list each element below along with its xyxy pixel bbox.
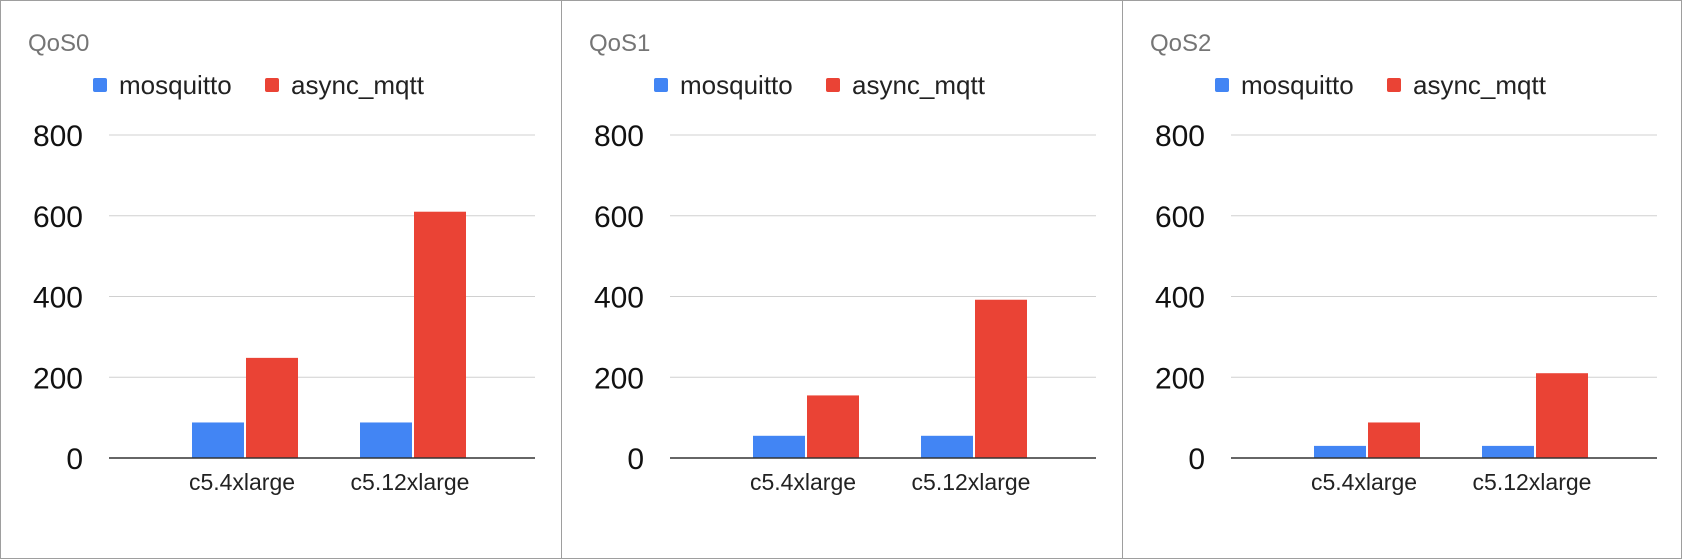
bar-async-mqtt (414, 211, 466, 458)
x-tick-label: c5.12xlarge (351, 469, 470, 495)
y-tick-label: 200 (594, 362, 644, 395)
x-tick-label: c5.4xlarge (750, 469, 856, 495)
legend-label: async_mqtt (1413, 70, 1547, 100)
bar-mosquitto (921, 435, 973, 458)
y-tick-label: 600 (594, 201, 644, 234)
bar-async-mqtt (807, 395, 859, 458)
legend-label: mosquitto (1241, 70, 1354, 100)
legend-label: mosquitto (119, 70, 232, 100)
chart-panel-qos0: QoS0 mosquitto async_mqtt 0 200 400 600 800 c5.4… (1, 1, 561, 558)
legend-swatch-async-mqtt (1387, 78, 1401, 92)
y-tick-label: 200 (33, 362, 83, 395)
x-tick-label: c5.12xlarge (912, 469, 1031, 495)
y-tick-label: 800 (594, 120, 644, 153)
bar-async-mqtt (246, 357, 298, 458)
y-tick-label: 600 (1155, 201, 1205, 234)
x-tick-label: c5.4xlarge (1311, 469, 1417, 495)
y-tick-label: 0 (627, 443, 644, 476)
legend-label: async_mqtt (852, 70, 986, 100)
legend-swatch-mosquitto (1215, 78, 1229, 92)
y-tick-label: 0 (1188, 443, 1205, 476)
panel-divider (561, 1, 562, 558)
y-tick-label: 800 (1155, 120, 1205, 153)
bar-async-mqtt (1536, 373, 1588, 458)
bar-mosquitto (192, 422, 244, 458)
chart-title: QoS1 (589, 30, 650, 57)
y-tick-label: 400 (594, 282, 644, 315)
bar-mosquitto (360, 422, 412, 458)
y-tick-label: 0 (66, 443, 83, 476)
chart-panel-qos1: QoS1 mosquitto async_mqtt 0 200 400 600 800 c5.4… (562, 1, 1122, 558)
legend-swatch-async-mqtt (826, 78, 840, 92)
chart-svg: QoS1 mosquitto async_mqtt 0 200 400 600 800 c5.4… (589, 30, 1096, 495)
chart-svg: QoS0 mosquitto async_mqtt 0 200 400 600 800 c5.4… (28, 30, 535, 495)
y-tick-label: 600 (33, 201, 83, 234)
legend-swatch-mosquitto (93, 78, 107, 92)
bar-mosquitto (1314, 445, 1366, 458)
chart-title: QoS2 (1150, 30, 1211, 57)
y-tick-label: 400 (33, 282, 83, 315)
legend-label: async_mqtt (291, 70, 425, 100)
panel-divider (1122, 1, 1123, 558)
bar-mosquitto (1482, 445, 1534, 458)
legend-label: mosquitto (680, 70, 793, 100)
y-tick-label: 400 (1155, 282, 1205, 315)
y-tick-label: 200 (1155, 362, 1205, 395)
x-tick-label: c5.4xlarge (189, 469, 295, 495)
x-tick-label: c5.12xlarge (1473, 469, 1592, 495)
chart-svg: QoS2 mosquitto async_mqtt 0 200 400 600 800 c5.4… (1150, 30, 1657, 495)
legend-swatch-mosquitto (654, 78, 668, 92)
bar-async-mqtt (1368, 422, 1420, 458)
y-tick-label: 800 (33, 120, 83, 153)
chart-title: QoS0 (28, 30, 89, 57)
bar-mosquitto (753, 435, 805, 458)
bar-async-mqtt (975, 299, 1027, 458)
legend-swatch-async-mqtt (265, 78, 279, 92)
chart-panel-qos2: QoS2 mosquitto async_mqtt 0 200 400 600 800 c5.4… (1123, 1, 1682, 558)
